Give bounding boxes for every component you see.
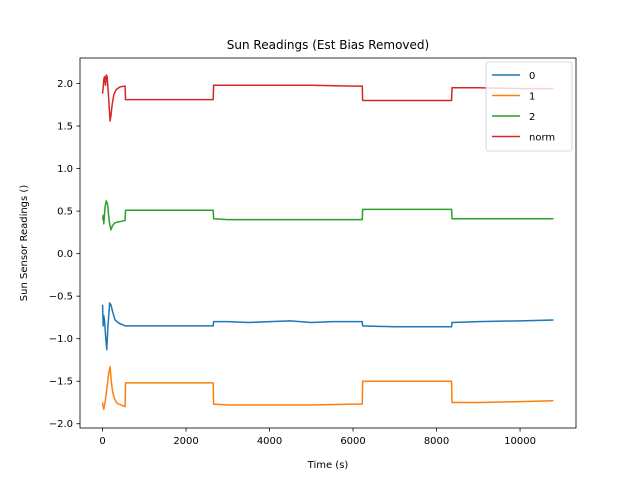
x-tick-label: 0 bbox=[99, 436, 105, 447]
y-tick-label: 0.5 bbox=[57, 207, 73, 218]
y-tick-label: −1.0 bbox=[49, 334, 73, 345]
series-line-2 bbox=[101, 200, 554, 231]
plot-area-frame bbox=[79, 57, 577, 429]
x-tick-label: 10000 bbox=[504, 436, 536, 447]
x-tick-label: 2000 bbox=[173, 436, 198, 447]
series-line-norm bbox=[101, 74, 554, 122]
legend-label-2: 2 bbox=[529, 112, 535, 123]
series-line-0 bbox=[101, 302, 554, 351]
y-axis: −2.0 −1.5 −1.0 −0.5 0.0 0.5 1.0 1.5 2.0 bbox=[49, 79, 80, 430]
legend: 0 1 2 norm bbox=[485, 61, 573, 152]
y-tick-label: 2.0 bbox=[57, 79, 73, 90]
legend-label-norm: norm bbox=[529, 133, 555, 144]
y-tick-label: 1.0 bbox=[57, 164, 73, 175]
y-tick-label: −1.5 bbox=[49, 377, 73, 388]
y-tick-label: −0.5 bbox=[49, 292, 73, 303]
series-line-1 bbox=[101, 366, 554, 411]
y-tick-label: 1.5 bbox=[57, 122, 73, 133]
x-axis: 0 2000 4000 6000 8000 10000 bbox=[99, 428, 536, 447]
legend-box bbox=[485, 61, 573, 152]
y-axis-label: Sun Sensor Readings () bbox=[19, 185, 30, 302]
series-layer bbox=[101, 74, 554, 411]
y-tick-label: 0.0 bbox=[57, 249, 73, 260]
y-tick-label: −2.0 bbox=[49, 419, 73, 430]
legend-label-0: 0 bbox=[529, 71, 535, 82]
x-tick-label: 8000 bbox=[424, 436, 449, 447]
legend-label-1: 1 bbox=[529, 92, 535, 103]
chart-title: Sun Readings (Est Bias Removed) bbox=[227, 38, 429, 52]
x-axis-label: Time (s) bbox=[307, 460, 349, 471]
x-tick-label: 6000 bbox=[340, 436, 365, 447]
x-tick-label: 4000 bbox=[257, 436, 282, 447]
